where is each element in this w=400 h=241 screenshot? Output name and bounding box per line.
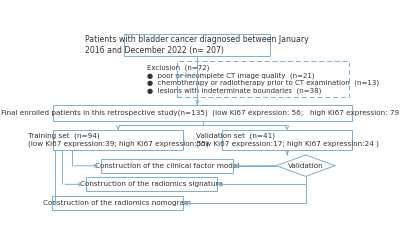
Text: Final enrolled patients in this retrospective study(n=135)  (low Ki67 expression: Final enrolled patients in this retrospe… bbox=[1, 110, 400, 116]
FancyBboxPatch shape bbox=[53, 105, 352, 121]
FancyBboxPatch shape bbox=[222, 130, 352, 149]
Text: Validation: Validation bbox=[288, 163, 324, 169]
Text: Construction of the radiomics signature: Construction of the radiomics signature bbox=[80, 181, 223, 187]
Text: Construction of the clinical factor model: Construction of the clinical factor mode… bbox=[95, 163, 239, 169]
Text: Exclusion  (n=72)
●  poor or incomplete CT image quality  (n=21)
●  chemotherapy: Exclusion (n=72) ● poor or incomplete CT… bbox=[147, 65, 379, 94]
Text: Validation set  (n=41)
(low Ki67 expression:17; high Ki67 expression:24 ): Validation set (n=41) (low Ki67 expressi… bbox=[196, 133, 378, 147]
FancyBboxPatch shape bbox=[86, 177, 218, 191]
FancyBboxPatch shape bbox=[101, 159, 233, 173]
Text: Patients with bladder cancer diagnosed between January
2016 and December 2022 (n: Patients with bladder cancer diagnosed b… bbox=[85, 35, 309, 55]
FancyBboxPatch shape bbox=[52, 196, 183, 210]
FancyBboxPatch shape bbox=[177, 61, 349, 97]
FancyBboxPatch shape bbox=[124, 34, 270, 56]
Text: Training set  (n=94)
(low Ki67 expression:39; high Ki67 expression:55): Training set (n=94) (low Ki67 expression… bbox=[28, 133, 208, 147]
Polygon shape bbox=[276, 155, 335, 176]
Text: Construction of the radiomics nomogram: Construction of the radiomics nomogram bbox=[44, 201, 192, 207]
FancyBboxPatch shape bbox=[53, 130, 183, 149]
